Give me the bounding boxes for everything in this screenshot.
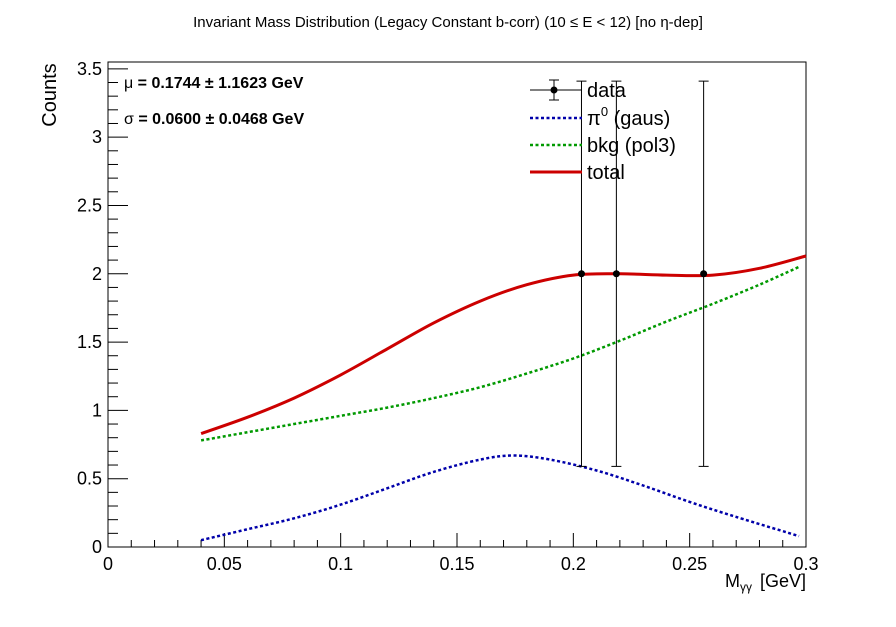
title-eta-symbol: η (660, 14, 668, 31)
x-label-main: M (725, 571, 740, 591)
legend-pi0-rest: (gaus) (608, 108, 670, 130)
title-le-symbol: ≤ (570, 14, 578, 31)
legend-entry-pi0: π0 (gaus) (530, 104, 670, 130)
mu-value: = 0.1744 ± 1.1623 GeV (133, 75, 304, 92)
x-tick-label: 0.1 (328, 554, 353, 574)
x-tick-label: 0.25 (672, 554, 707, 574)
legend-pi0-superscript: 0 (601, 104, 608, 119)
x-tick-label: 0.05 (207, 554, 242, 574)
x-tick-label: 0 (103, 554, 113, 574)
legend: data π0 (gaus) bkg (pol3) total (530, 79, 676, 184)
title-part-2: E < 12) [no (578, 14, 660, 31)
sigma-symbol: σ (124, 111, 134, 128)
legend-entry-bkg: bkg (pol3) (530, 135, 676, 157)
title-part-3: -dep] (669, 14, 703, 31)
chart-title: Invariant Mass Distribution (Legacy Cons… (193, 14, 703, 31)
fit-sigma-text: σ = 0.0600 ± 0.0468 GeV (124, 111, 304, 128)
legend-entry-total: total (530, 162, 625, 184)
x-label-unit: [GeV] (760, 571, 806, 591)
y-tick-label: 1.5 (77, 332, 102, 352)
legend-total-label: total (587, 162, 625, 184)
y-tick-label: 3.5 (77, 59, 102, 79)
x-tick-label: 0.3 (793, 554, 818, 574)
series-total-curve (200, 254, 807, 436)
y-tick-label: 3 (92, 127, 102, 147)
legend-pi0-symbol: π (587, 108, 601, 130)
data-point (700, 270, 708, 278)
data-point (577, 270, 585, 278)
x-axis-label: Mγγ [GeV] (725, 571, 806, 594)
y-axis-label: Counts (39, 63, 61, 126)
legend-data-label: data (587, 80, 627, 102)
mu-symbol: μ (124, 75, 133, 92)
fit-curves (200, 254, 807, 542)
legend-bkg-label: bkg (pol3) (587, 135, 676, 157)
y-tick-label: 0 (92, 537, 102, 557)
series-pi0-curve (200, 454, 800, 542)
legend-pi0-label: π0 (gaus) (587, 104, 670, 130)
y-tick-label: 2 (92, 264, 102, 284)
sigma-value: = 0.0600 ± 0.0468 GeV (134, 111, 305, 128)
axis-tick-labels: 0 0.05 0.1 0.15 0.2 0.25 0.3 0 0.5 1 1.5 2 2.5 3 3.5 (77, 59, 819, 574)
legend-data-marker (550, 86, 558, 94)
y-tick-label: 0.5 (77, 469, 102, 489)
legend-entry-data: data (530, 79, 627, 102)
y-tick-label: 2.5 (77, 195, 102, 215)
x-tick-label: 0.15 (439, 554, 474, 574)
y-tick-label: 1 (92, 400, 102, 420)
data-point (612, 270, 620, 278)
axis-ticks (107, 68, 807, 548)
fit-mu-text: μ = 0.1744 ± 1.1623 GeV (124, 75, 304, 92)
x-tick-label: 0.2 (561, 554, 586, 574)
series-bkg-curve (200, 265, 800, 442)
x-label-subscript: γγ (740, 580, 752, 594)
plot-frame (107, 61, 807, 548)
title-part-1: Invariant Mass Distribution (Legacy Cons… (193, 14, 570, 31)
